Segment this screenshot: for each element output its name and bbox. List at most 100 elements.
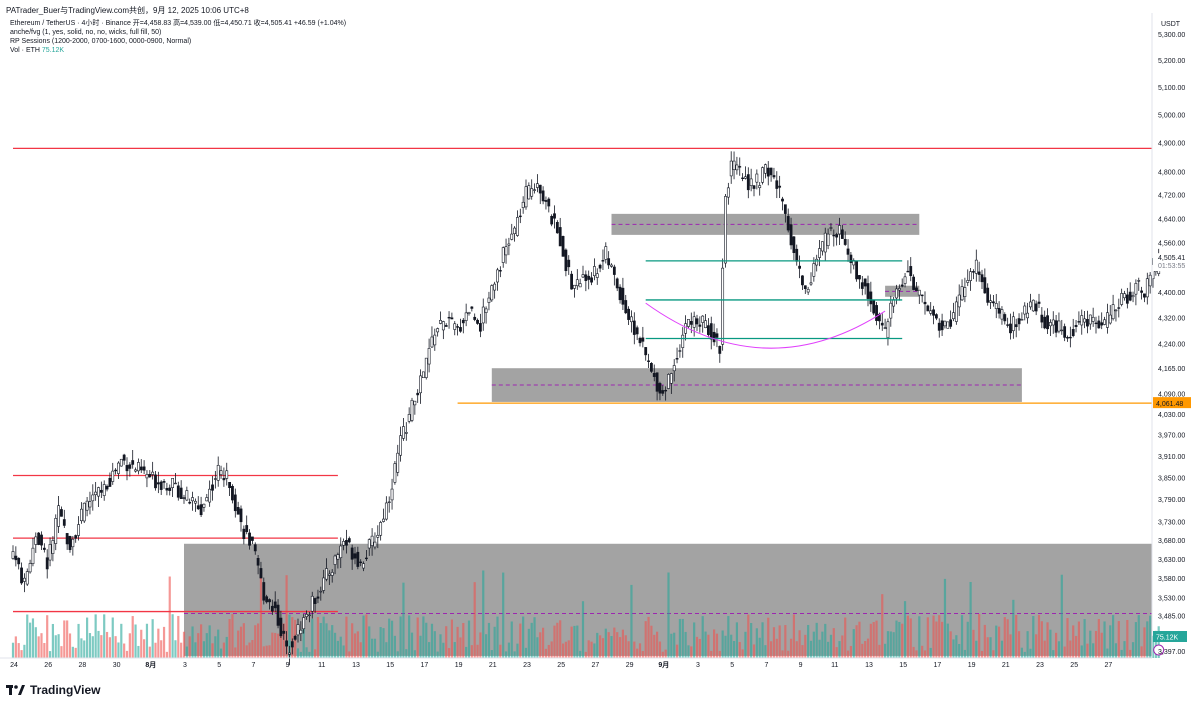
candle-body [1046, 315, 1049, 330]
candle-body [675, 358, 679, 360]
volume-badge-label: 75.12K [1156, 635, 1179, 642]
candle-body [803, 285, 807, 289]
chart-area[interactable]: 5,300.00 5,200.00 5,100.00 5,000.00 4,900.00… [0, 13, 1200, 673]
volume-bar [1103, 621, 1106, 658]
volume-bar [1151, 635, 1155, 658]
volume-bar [422, 616, 425, 658]
volume-bar [396, 651, 399, 658]
volume-bar [898, 621, 901, 658]
volume-bar [465, 646, 468, 658]
volume-bar [373, 638, 377, 658]
indicator-fvg-legend[interactable]: anche/fvg (1, yes, solid, no, no, wicks,… [10, 29, 162, 36]
volume-bar [966, 621, 969, 658]
volume-bar [425, 622, 428, 658]
volume-legend[interactable]: Vol · ETH 75.12K [10, 46, 346, 55]
candle-body [80, 508, 83, 522]
volume-bar [647, 616, 650, 658]
price-tick-label: 4,030.00 [1158, 412, 1185, 419]
candle-body [268, 599, 271, 603]
candle-body [251, 536, 254, 541]
volume-bar [405, 649, 408, 658]
currency-label[interactable]: USDT [1161, 21, 1181, 28]
volume-bar [835, 647, 838, 658]
volume-bar [413, 650, 416, 658]
candle-body [661, 390, 665, 394]
volume-bar [402, 582, 405, 658]
volume-bar [701, 616, 704, 658]
volume-bar [376, 651, 379, 658]
volume-bar [385, 642, 388, 658]
candle-body [610, 264, 613, 267]
candle-body [544, 200, 548, 202]
candle-body [667, 374, 670, 389]
volume-bar [824, 623, 827, 658]
tradingview-brand[interactable]: TradingView [6, 682, 100, 698]
candle-body [174, 482, 177, 485]
candle-body [279, 617, 283, 637]
volume-bar [522, 616, 525, 658]
volume-bar [168, 576, 171, 658]
volume-bar [208, 625, 211, 658]
volume-bar [556, 622, 559, 658]
indicator-sessions-legend[interactable]: RP Sessions (1200-2000, 0700-1600, 0000-… [10, 38, 192, 45]
candle-body [1106, 312, 1109, 328]
candle-body [473, 316, 477, 320]
volume-bar [909, 618, 912, 658]
volume-bar [499, 644, 502, 658]
volume-bar [205, 633, 208, 658]
candle-body [48, 544, 52, 561]
date-tick-label: 23 [523, 662, 531, 669]
volume-bar [1086, 643, 1089, 658]
candle-body [185, 490, 189, 501]
candle-body [137, 462, 140, 472]
candle-body [1020, 319, 1024, 321]
candle-body [20, 567, 23, 584]
volume-bar [678, 618, 681, 658]
volume-bar [983, 624, 986, 658]
candle-body [99, 489, 103, 493]
volume-bar [912, 646, 915, 658]
candle-body [735, 164, 739, 171]
volume-bar [359, 642, 362, 658]
volume-bar [14, 636, 17, 658]
candle-body [815, 258, 819, 266]
candle-body [823, 232, 827, 253]
candle-body [698, 324, 702, 327]
candle-body [783, 204, 787, 214]
volume-bar [738, 642, 741, 658]
candle-body [900, 284, 904, 287]
last-price-label: 4,505.41 [1158, 255, 1185, 262]
volume-bar [356, 631, 359, 658]
volume-bar [1112, 615, 1115, 658]
symbol-legend[interactable]: Ethereum / TetherUS · 4小时 · Binance 开=4,… [10, 20, 347, 27]
volume-bar [995, 625, 998, 658]
volume-bar [348, 651, 351, 658]
candle-body [558, 227, 562, 247]
candle-body [889, 302, 893, 319]
candle-body [917, 289, 921, 296]
volume-bar [758, 637, 761, 658]
candle-body [749, 178, 753, 186]
candle-body [345, 540, 348, 546]
volume-bar [200, 624, 203, 658]
volume-bar [718, 650, 721, 658]
volume-bar [485, 634, 488, 658]
candle-body [957, 294, 961, 308]
volume-bar [1140, 646, 1143, 658]
volume-bar [262, 646, 265, 658]
candle-body [630, 316, 633, 323]
volume-bar [755, 628, 758, 658]
volume-bar [1020, 647, 1023, 658]
volume-bar [969, 581, 972, 658]
candle-body [769, 167, 773, 176]
candle-body [416, 392, 420, 396]
candle-body [960, 286, 964, 301]
candle-body [504, 246, 508, 256]
price-chart[interactable]: 5,300.00 5,200.00 5,100.00 5,000.00 4,900.00… [0, 13, 1200, 673]
volume-bar [328, 630, 331, 658]
volume-bar [570, 626, 573, 658]
candle-body [1040, 314, 1044, 323]
volume-bar [154, 642, 157, 658]
volume-bar [539, 632, 542, 658]
candle-body [77, 524, 80, 536]
